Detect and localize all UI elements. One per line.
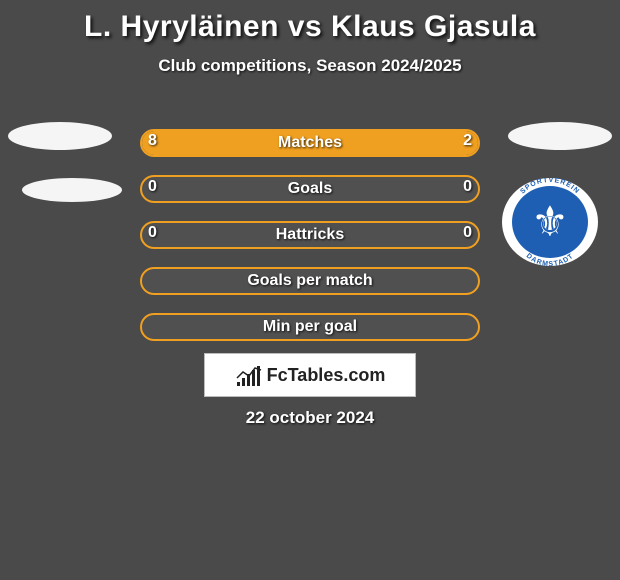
player1-club-placeholder bbox=[22, 178, 122, 202]
stat-value-right: 0 bbox=[463, 224, 472, 242]
club-badge-inner: ⚜ bbox=[512, 186, 588, 258]
player2-club-badge: SPORTVEREIN DARMSTADT 1898 ⚜ bbox=[502, 178, 598, 266]
stat-value-left: 8 bbox=[148, 132, 157, 150]
stat-bar-track: Min per goal bbox=[140, 313, 480, 341]
source-logo: FcTables.com bbox=[204, 353, 416, 397]
stat-value-right: 0 bbox=[463, 178, 472, 196]
stat-value-left: 0 bbox=[148, 224, 157, 242]
player1-flag-placeholder bbox=[8, 122, 112, 150]
stat-bar-left-fill bbox=[142, 131, 411, 155]
source-logo-text: FcTables.com bbox=[267, 365, 386, 386]
player1-name: L. Hyryläinen bbox=[84, 10, 279, 43]
stat-label: Goals per match bbox=[142, 269, 478, 293]
stat-bar-track: Goals per match bbox=[140, 267, 480, 295]
stat-value-right: 2 bbox=[463, 132, 472, 150]
player2-name: Klaus Gjasula bbox=[331, 10, 536, 43]
stat-bar-track: Goals bbox=[140, 175, 480, 203]
snapshot-date: 22 october 2024 bbox=[0, 408, 620, 428]
stat-value-left: 0 bbox=[148, 178, 157, 196]
vs-separator: vs bbox=[288, 10, 322, 43]
fleur-de-lis-icon: ⚜ bbox=[531, 201, 569, 243]
stat-row: Min per goal bbox=[0, 304, 620, 350]
player2-flag-placeholder bbox=[508, 122, 612, 150]
comparison-title: L. Hyryläinen vs Klaus Gjasula bbox=[0, 0, 620, 44]
bars-icon bbox=[235, 364, 263, 386]
comparison-subtitle: Club competitions, Season 2024/2025 bbox=[0, 56, 620, 76]
stat-label: Hattricks bbox=[142, 223, 478, 247]
stat-bar-track: Hattricks bbox=[140, 221, 480, 249]
stat-label: Goals bbox=[142, 177, 478, 201]
stat-bar-track: Matches bbox=[140, 129, 480, 157]
stat-label: Min per goal bbox=[142, 315, 478, 339]
